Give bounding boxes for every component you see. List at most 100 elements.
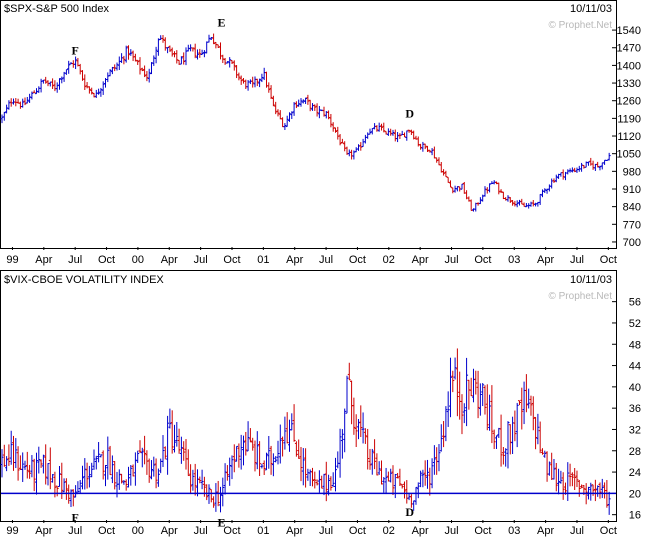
vix-ohlc-bar	[175, 422, 179, 447]
vix-ohlc-bar	[239, 434, 243, 470]
spx-ohlc-bar	[285, 115, 289, 128]
vix-y-tick-label: 52	[629, 318, 641, 330]
vix-ohlc-bar	[547, 461, 551, 476]
vix-ohlc-bar	[271, 453, 275, 477]
spx-x-tick-label: 01	[257, 254, 269, 266]
spx-ohlc-bar	[552, 178, 556, 183]
vix-ohlc-bar	[218, 486, 222, 513]
vix-ohlc-bar	[92, 449, 96, 470]
spx-y-tick-label: 1190	[617, 113, 641, 125]
vix-ohlc-bar	[324, 461, 328, 502]
spx-ohlc-bar	[64, 69, 68, 75]
spx-x-tick-label: 00	[132, 254, 144, 266]
vix-chart: 16 20 24 28 32 36 40 44 48 52 56 99 Apr Jul Oct 00 Apr Ju…	[0, 297, 641, 537]
vix-ohlc-bar	[232, 444, 236, 473]
vix-ohlc-bar	[198, 476, 202, 484]
spx-ohlc-bar	[271, 95, 275, 107]
vix-ohlc-bar	[74, 485, 78, 498]
spx-ohlc-bar	[60, 76, 64, 84]
spx-ohlc-bar	[428, 149, 432, 153]
spx-ohlc-bar	[140, 67, 144, 72]
vix-annotation-e: E	[218, 516, 226, 530]
vix-ohlc-bar	[474, 370, 478, 395]
spx-ohlc-bar	[570, 167, 574, 173]
spx-ohlc-bar	[340, 138, 344, 144]
vix-ohlc-bar	[352, 397, 356, 435]
vix-ohlc-bar	[274, 456, 278, 463]
vix-ohlc-bar	[225, 465, 229, 481]
spx-ohlc-bar	[5, 104, 9, 114]
spx-ohlc-bar	[375, 125, 379, 132]
spx-ohlc-bar	[260, 73, 264, 83]
vix-ohlc-bar	[485, 384, 489, 431]
spx-y-tick-label: 1470	[617, 43, 641, 55]
vix-ohlc-bar	[94, 455, 98, 470]
vix-ohlc-bar	[370, 448, 374, 475]
spx-ohlc-bar	[32, 90, 36, 94]
vix-x-tick-label: Oct	[349, 525, 366, 537]
vix-ohlc-bar	[131, 464, 135, 477]
spx-ohlc-bar	[469, 199, 473, 211]
vix-x-tick-label: Oct	[98, 525, 115, 537]
vix-ohlc-bar	[294, 441, 298, 457]
vix-ohlc-bar	[264, 452, 268, 471]
vix-ohlc-bar	[80, 465, 84, 490]
spx-ohlc-bar	[315, 103, 319, 117]
spx-x-tick-label: Oct	[600, 254, 617, 266]
spx-ohlc-bar	[301, 99, 305, 104]
vix-ohlc-bar	[402, 481, 406, 499]
vix-watermark: © Prophet.Net	[548, 291, 612, 302]
vix-ohlc-bar	[419, 470, 423, 488]
vix-ohlc-bar	[152, 456, 156, 477]
vix-ohlc-bar	[103, 464, 107, 487]
vix-x-tick-label: Oct	[223, 525, 240, 537]
vix-ohlc-bar	[543, 450, 547, 458]
spx-x-tick-label: Oct	[223, 254, 240, 266]
vix-y-tick-label: 40	[629, 382, 641, 394]
vix-ohlc-bar	[179, 436, 183, 464]
spx-ohlc-bar	[133, 53, 137, 62]
spx-ohlc-bar	[490, 181, 494, 185]
vix-ohlc-bar	[44, 444, 48, 485]
vix-ohlc-bar	[598, 482, 602, 499]
spx-x-tick-label: Apr	[286, 254, 303, 266]
vix-ohlc-bar	[205, 484, 209, 501]
vix-date-label: 10/11/03	[570, 274, 612, 286]
vix-ohlc-bar	[453, 357, 457, 380]
spx-x-tick-label: 02	[383, 254, 395, 266]
spx-ohlc-bar	[34, 88, 38, 95]
vix-x-tick-label: Apr	[412, 525, 429, 537]
spx-ohlc-bar	[191, 47, 195, 52]
vix-ohlc-bar	[554, 462, 558, 492]
spx-ohlc-bar	[382, 122, 386, 133]
vix-ohlc-bar	[538, 421, 542, 454]
vix-ohlc-bar	[527, 388, 531, 409]
vix-ohlc-bar	[504, 448, 508, 467]
vix-ohlc-bar	[21, 452, 25, 482]
spx-ohlc-bar	[448, 180, 452, 188]
spx-ohlc-bar	[87, 86, 91, 94]
vix-ohlc-bar	[570, 472, 574, 487]
vix-ohlc-bar	[170, 410, 174, 454]
vix-ohlc-bar	[156, 468, 160, 487]
vix-ohlc-bar	[193, 463, 197, 496]
vix-ohlc-bar	[67, 484, 71, 504]
vix-ohlc-bar	[356, 419, 360, 440]
spx-ohlc-bar	[143, 65, 147, 78]
vix-ohlc-bar	[313, 471, 317, 489]
vix-ohlc-bar	[363, 428, 367, 444]
spx-x-tick-label: Jul	[444, 254, 458, 266]
spx-ohlc-bar	[239, 75, 243, 85]
vix-ohlc-bar	[481, 383, 485, 407]
vix-ohlc-bar	[492, 429, 496, 450]
spx-ohlc-bar	[313, 104, 317, 111]
spx-ohlc-bar	[122, 55, 126, 65]
spx-ohlc-bar	[193, 43, 197, 59]
vix-ohlc-bar	[389, 468, 393, 483]
vix-ohlc-bar	[32, 458, 36, 492]
vix-ohlc-bar	[83, 458, 87, 490]
vix-x-tick-label: 03	[508, 525, 520, 537]
spx-ohlc-bar	[306, 94, 310, 105]
spx-ohlc-bar	[511, 200, 515, 206]
spx-ohlc-bar	[207, 34, 211, 43]
